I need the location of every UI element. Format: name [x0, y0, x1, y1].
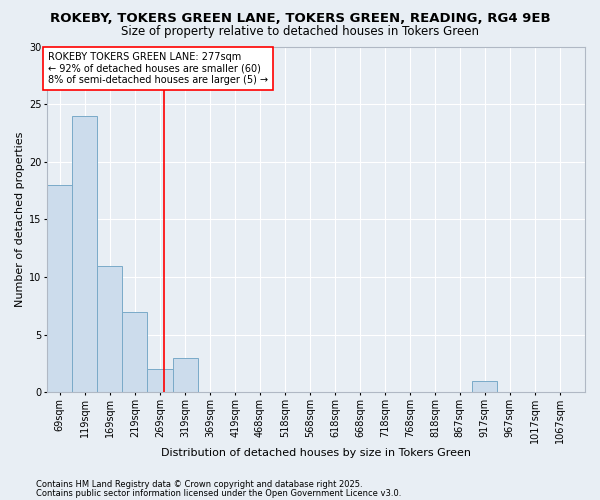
Y-axis label: Number of detached properties: Number of detached properties: [15, 132, 25, 307]
Bar: [97, 266, 122, 392]
Text: Contains public sector information licensed under the Open Government Licence v3: Contains public sector information licen…: [36, 489, 401, 498]
Bar: [72, 116, 97, 392]
Bar: [472, 381, 497, 392]
Bar: [173, 358, 197, 392]
X-axis label: Distribution of detached houses by size in Tokers Green: Distribution of detached houses by size …: [161, 448, 471, 458]
Text: ROKEBY TOKERS GREEN LANE: 277sqm
← 92% of detached houses are smaller (60)
8% of: ROKEBY TOKERS GREEN LANE: 277sqm ← 92% o…: [48, 52, 268, 86]
Text: ROKEBY, TOKERS GREEN LANE, TOKERS GREEN, READING, RG4 9EB: ROKEBY, TOKERS GREEN LANE, TOKERS GREEN,…: [50, 12, 550, 26]
Bar: [122, 312, 148, 392]
Bar: [47, 185, 72, 392]
Text: Size of property relative to detached houses in Tokers Green: Size of property relative to detached ho…: [121, 25, 479, 38]
Bar: [148, 370, 173, 392]
Text: Contains HM Land Registry data © Crown copyright and database right 2025.: Contains HM Land Registry data © Crown c…: [36, 480, 362, 489]
